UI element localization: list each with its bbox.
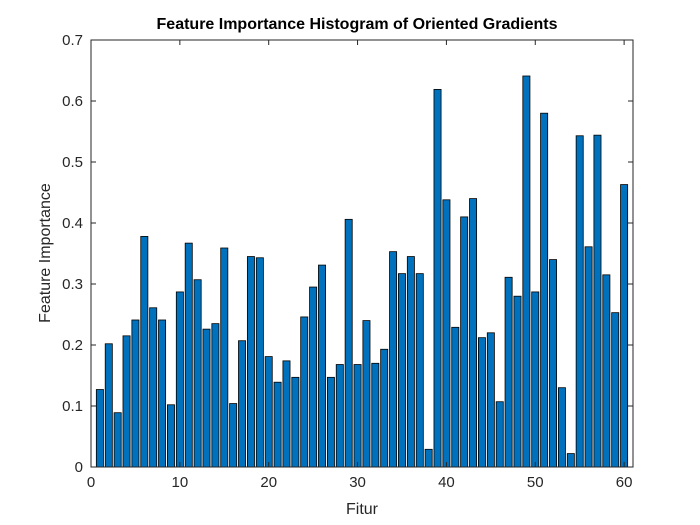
y-tick-label: 0.6 [62,93,83,110]
bar-feature-17 [238,340,247,468]
y-tick-label: 0.5 [62,154,83,171]
y-tick-label: 0.4 [62,215,83,232]
bar-feature-12 [193,279,202,468]
bar-feature-11 [184,242,193,468]
x-tick-label: 50 [527,474,544,491]
bar-feature-20 [264,356,273,468]
bar-feature-42 [460,216,469,468]
bar-feature-16 [229,403,238,468]
y-tick-label: 0.7 [62,32,83,49]
bar-feature-52 [549,259,557,468]
bar-feature-38 [424,448,433,468]
y-tick-label: 0.3 [62,276,83,293]
y-tick-label: 0.1 [62,398,83,415]
bar-feature-57 [593,134,602,468]
bar-feature-14 [211,323,220,468]
bar-feature-54 [566,453,575,468]
x-tick-label: 40 [438,474,455,491]
bar-feature-22 [282,360,291,468]
x-tick-label: 60 [616,474,633,491]
plot-frame [90,39,634,468]
bar-feature-28 [335,364,344,468]
bar-feature-8 [158,319,167,468]
bar-feature-9 [167,404,175,468]
bar-feature-56 [584,246,593,468]
bar-feature-35 [398,273,406,468]
bar-feature-5 [131,319,140,468]
x-tick-label: 0 [87,474,95,491]
bar-feature-19 [255,257,264,468]
bar-feature-55 [575,135,584,468]
bar-feature-32 [371,362,380,468]
bar-feature-59 [611,312,620,468]
bar-feature-27 [326,376,335,468]
bar-feature-58 [602,274,611,468]
bar-feature-60 [620,184,629,468]
bar-feature-4 [122,335,131,468]
bar-feature-29 [344,218,353,468]
bar-feature-36 [406,256,415,468]
bar-feature-24 [300,316,309,468]
y-tick-label: 0 [75,459,83,476]
y-axis-ticks: 0 0.1 0.2 0.3 0.4 0.5 0.6 0.7 [62,32,633,476]
bar-feature-44 [477,337,486,468]
y-axis-label: Feature Importance [37,183,54,323]
bar-feature-46 [495,401,504,468]
bar-feature-21 [273,381,282,468]
bar-feature-48 [513,295,522,468]
x-axis-label: Fitur [346,501,379,518]
bar-feature-18 [246,256,255,468]
bar-feature-25 [309,286,318,468]
bar-feature-53 [557,387,566,468]
bar-feature-30 [353,364,362,468]
bar-feature-13 [202,328,211,468]
x-tick-label: 10 [172,474,189,491]
bar-feature-2 [104,343,113,468]
bar-feature-23 [291,376,300,468]
bar-feature-40 [442,199,451,468]
bar-feature-37 [415,273,424,468]
bar-feature-43 [469,198,478,468]
x-tick-label: 30 [349,474,366,491]
bar-feature-26 [318,264,326,468]
bar-feature-1 [95,389,104,468]
bar-feature-7 [149,307,158,468]
bar-feature-34 [389,251,398,468]
bar-feature-3 [113,412,122,468]
bar-feature-47 [504,276,513,468]
y-tick-label: 0.2 [62,337,83,354]
bar-feature-41 [451,326,460,468]
bar-feature-45 [486,332,495,468]
bar-feature-6 [140,236,149,468]
bar-feature-49 [522,75,531,468]
bar-feature-50 [531,291,540,468]
bar-feature-51 [540,112,549,468]
bar-feature-39 [433,89,442,468]
chart-title: Feature Importance Histogram of Oriented… [157,16,558,33]
bar-feature-15 [220,247,229,468]
x-tick-label: 20 [260,474,277,491]
bars-group [95,75,629,468]
bar-feature-33 [380,348,389,468]
x-axis-ticks: 0 10 20 30 40 50 60 [87,40,633,491]
bar-feature-31 [362,320,371,468]
bar-feature-10 [175,291,184,468]
